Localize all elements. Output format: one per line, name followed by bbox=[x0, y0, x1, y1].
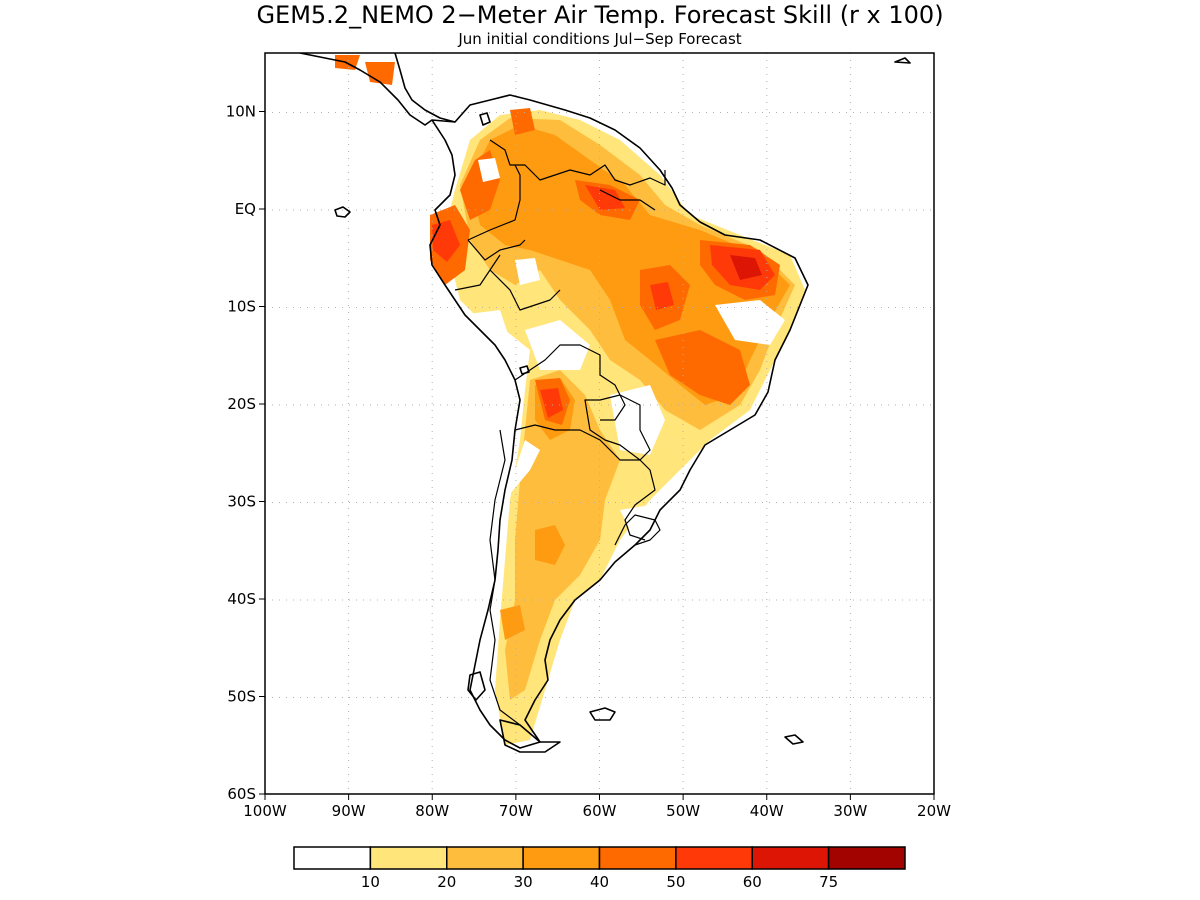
country-border bbox=[599, 189, 656, 211]
figure-subtitle: Jun initial conditions Jul−Sep Forecast bbox=[457, 30, 741, 48]
tierra-del-fuego bbox=[499, 719, 561, 753]
lat-tick-label: 60S bbox=[227, 785, 256, 803]
country-border bbox=[467, 239, 526, 261]
lat-tick-label: EQ bbox=[235, 200, 256, 218]
country-borders bbox=[454, 139, 666, 726]
galapagos-islands bbox=[334, 206, 351, 218]
country-border bbox=[489, 269, 561, 311]
central-america-coastline bbox=[394, 53, 456, 123]
skill-band-50-60 bbox=[650, 282, 674, 310]
skill-band-30-40 bbox=[500, 605, 525, 640]
lon-tick-label: 30W bbox=[833, 802, 867, 820]
skill-band-40-50 bbox=[510, 108, 535, 135]
latitude-axis: 10N EQ 10S 20S 30S 40S 50S 60S bbox=[226, 103, 265, 803]
country-border bbox=[489, 139, 666, 186]
skill-band-below-10 bbox=[620, 505, 660, 550]
lat-tick-label: 30S bbox=[227, 493, 256, 511]
country-border bbox=[614, 514, 661, 546]
legend-label: 30 bbox=[514, 873, 533, 891]
lon-tick-label: 60W bbox=[583, 802, 617, 820]
skill-band-50-60 bbox=[432, 220, 460, 262]
country-border bbox=[514, 424, 656, 541]
cuba-coast bbox=[894, 57, 911, 64]
lon-tick-label: 80W bbox=[415, 802, 449, 820]
country-border bbox=[467, 164, 521, 241]
country-border bbox=[489, 429, 521, 726]
chile-fjord-islands bbox=[467, 671, 486, 701]
country-border bbox=[584, 394, 651, 461]
legend-swatch bbox=[446, 846, 524, 870]
skill-shading bbox=[335, 55, 805, 745]
legend-label: 75 bbox=[819, 873, 838, 891]
country-border bbox=[454, 254, 501, 291]
color-legend: 10 20 30 40 50 60 75 bbox=[293, 846, 906, 891]
south-georgia bbox=[784, 734, 804, 745]
lat-tick-label: 50S bbox=[227, 688, 256, 706]
south-america-coastline bbox=[429, 94, 809, 749]
country-border bbox=[514, 344, 626, 421]
lake-maracaibo bbox=[479, 112, 491, 126]
map-area bbox=[265, 53, 934, 794]
skill-band-60-75 bbox=[730, 255, 762, 280]
legend-label: 40 bbox=[590, 873, 609, 891]
lon-tick-label: 20W bbox=[917, 802, 951, 820]
coastlines bbox=[299, 53, 911, 753]
lat-tick-label: 40S bbox=[227, 590, 256, 608]
skill-band-50-60 bbox=[540, 388, 563, 418]
legend-label: 10 bbox=[361, 873, 380, 891]
legend-swatch bbox=[827, 846, 906, 870]
lake-titicaca bbox=[519, 365, 530, 375]
figure-title: GEM5.2_NEMO 2−Meter Air Temp. Forecast S… bbox=[256, 1, 943, 29]
legend-label: 60 bbox=[743, 873, 762, 891]
falkland-islands bbox=[589, 707, 616, 721]
legend-label: 50 bbox=[666, 873, 685, 891]
lon-tick-label: 70W bbox=[499, 802, 533, 820]
lon-tick-label: 100W bbox=[243, 802, 287, 820]
skill-band-below-10 bbox=[515, 258, 540, 285]
central-america-coastline bbox=[299, 53, 433, 126]
skill-band-below-10 bbox=[525, 320, 590, 370]
longitude-axis: 100W 90W 80W 70W 60W 50W 40W 30W 20W bbox=[243, 794, 951, 820]
lat-tick-label: 20S bbox=[227, 395, 256, 413]
legend-swatch bbox=[522, 846, 601, 870]
lat-tick-label: 10S bbox=[227, 298, 256, 316]
legend-swatch bbox=[675, 846, 753, 870]
skill-band-50-60 bbox=[585, 185, 625, 210]
legend-swatch bbox=[751, 846, 830, 870]
legend-label: 20 bbox=[437, 873, 456, 891]
skill-band-below-10 bbox=[478, 158, 500, 182]
lon-tick-label: 90W bbox=[332, 802, 366, 820]
legend-swatch bbox=[598, 846, 677, 870]
lat-tick-label: 10N bbox=[226, 103, 256, 121]
skill-band-below-10 bbox=[715, 300, 785, 345]
skill-band-40-50 bbox=[365, 62, 395, 85]
skill-band-30-40 bbox=[535, 525, 565, 565]
lon-tick-label: 50W bbox=[666, 802, 700, 820]
lon-tick-label: 40W bbox=[750, 802, 784, 820]
legend-swatch bbox=[293, 846, 372, 870]
legend-swatch bbox=[369, 846, 448, 870]
skill-band-40-50 bbox=[655, 330, 750, 405]
skill-band-below-10 bbox=[505, 440, 540, 500]
